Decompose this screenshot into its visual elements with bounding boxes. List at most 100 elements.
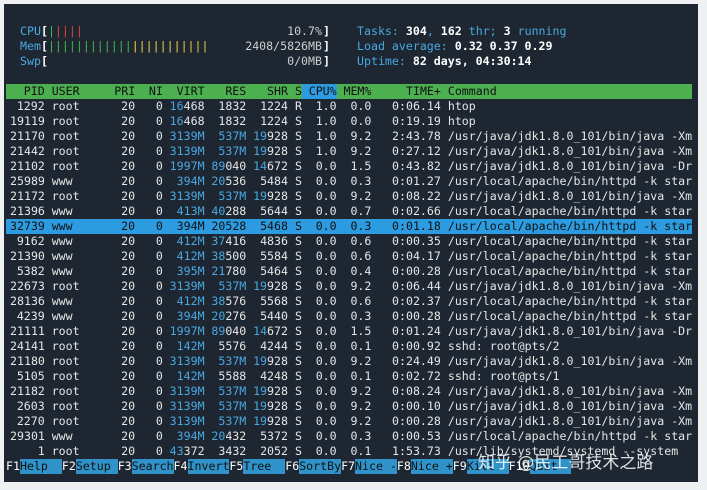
process-cell: 1224 <box>260 114 288 128</box>
process-cell: 537M <box>218 354 247 368</box>
process-cell: 22673 <box>10 279 45 293</box>
process-cell: 0.6 <box>350 234 372 248</box>
stat-part: 0.32 <box>454 39 483 53</box>
process-cell: 0 <box>155 159 163 173</box>
process-cell: 20 <box>121 159 136 173</box>
process-cell: 9.2 <box>350 354 372 368</box>
meter-label: CPU <box>20 24 41 38</box>
process-cell: S <box>294 294 302 308</box>
process-cell: 20 <box>121 414 136 428</box>
process-cell: S <box>294 339 302 353</box>
process-cell: 5576 <box>218 339 247 353</box>
stat-part <box>518 39 525 53</box>
process-cell: 0.3 <box>350 219 372 233</box>
process-cell: 20536 <box>211 174 247 188</box>
process-row: 1292 root 20 0 16468 1832 1224 R 1.0 0.0 0:06.14 ht… <box>6 99 692 114</box>
process-cell: 1.5 <box>350 324 372 338</box>
function-key: F10 <box>508 459 530 473</box>
process-cell: 0.0 <box>315 249 337 263</box>
process-cell: 1 <box>37 444 45 458</box>
process-cell: 0.3 <box>350 309 372 323</box>
meter: Swp[0/0MB] <box>20 54 330 69</box>
process-cell: 3139M <box>169 279 205 293</box>
function-key: F7 <box>341 459 356 473</box>
process-cell: 21111 <box>10 324 45 338</box>
process-cell: 413M <box>176 204 205 218</box>
process-cell: 1997M <box>169 324 205 338</box>
function-label: Quit <box>529 459 572 474</box>
process-cell: 19928 <box>253 399 288 413</box>
function-label: Search <box>131 459 174 474</box>
process-cell: 2270 <box>16 414 45 428</box>
process-cell: 1997M <box>169 159 205 173</box>
process-cell: 19928 <box>253 279 288 293</box>
process-cell: 19119 <box>10 114 45 128</box>
process-cell: 38500 <box>211 249 247 263</box>
process-cell: 0 <box>155 144 163 158</box>
process-cell: 20 <box>121 399 136 413</box>
process-row: 5105 root 20 0 142M 5588 4248 S 0.0 0.1 0:02.72 ssh… <box>6 369 692 384</box>
process-cell: root <box>51 279 80 293</box>
process-cell: S <box>294 219 302 233</box>
process-cell: S <box>294 204 302 218</box>
process-cell: 0.0 <box>315 414 337 428</box>
process-cell: 4244 <box>260 339 288 353</box>
process-cell: 20 <box>121 279 136 293</box>
process-cell: root <box>51 444 80 458</box>
stat-part: 82 days, 04:30:14 <box>412 54 532 68</box>
function-label: Tree <box>243 459 286 474</box>
process-cell: root <box>51 144 80 158</box>
process-cell: 4836 <box>260 234 288 248</box>
process-cell: 0:43.82 <box>392 159 441 173</box>
process-cell: 0 <box>155 399 163 413</box>
process-cell: 0.0 <box>315 279 337 293</box>
process-cell: 21180 <box>10 354 45 368</box>
process-cell: S <box>294 444 302 458</box>
process-cell: 0.0 <box>315 204 337 218</box>
process-cell: 0 <box>155 114 163 128</box>
footer: F1Help F2Setup F3SearchF4InvertF5Tree F6Sor… <box>6 459 572 474</box>
process-row: 21390 www 20 0 412M 38500 5584 S 0.0 0.6 0:04.17/u… <box>6 249 692 264</box>
process-cell: 21182 <box>10 384 45 398</box>
process-cell: 0 <box>155 429 163 443</box>
process-cell: 0:19.19 <box>392 114 441 128</box>
process-row: 21172 root 20 0 3139M 537M 19928 S 0.0 9.2 0:08.22… <box>6 189 692 204</box>
process-cell: S <box>294 384 302 398</box>
process-cell: 0.0 <box>315 339 337 353</box>
process-cell: S <box>294 159 302 173</box>
stat-line: Load average: 0.32 0.37 0.29 <box>357 39 552 54</box>
process-cell: /usr/local/apache/bin/httpd -k star <box>447 204 693 218</box>
column-title: S <box>294 84 302 98</box>
process-cell: 1.0 <box>315 144 337 158</box>
process-row: 21442 root 20 0 3139M 537M 19928 S 1.0 9.2 0:27.12… <box>6 144 692 159</box>
watermark: 知乎 @民工哥技术之路 <box>478 453 654 473</box>
process-cell: 394M <box>176 219 205 233</box>
process-cell: 0:06.14 <box>392 99 441 113</box>
process-cell: 0:02.37 <box>392 294 441 308</box>
process-cell: root <box>51 324 80 338</box>
process-cell: www <box>51 249 73 263</box>
stat-part: Uptime: <box>357 54 413 68</box>
process-cell: 20 <box>121 384 136 398</box>
process-cell: 0.0 <box>315 309 337 323</box>
process-cell: 0:00.92 <box>392 339 441 353</box>
meter-value: 10.7% <box>287 24 322 38</box>
process-cell: 1.5 <box>350 159 372 173</box>
stat-part: 0.29 <box>524 39 553 53</box>
process-cell: 537M <box>218 399 247 413</box>
process-cell: S <box>294 354 302 368</box>
process-cell: 20 <box>121 204 136 218</box>
meter-label: Mem <box>20 39 41 53</box>
process-cell: 0 <box>155 174 163 188</box>
process-cell: 20 <box>121 354 136 368</box>
process-cell: 3139M <box>169 144 205 158</box>
process-cell: 21396 <box>10 204 45 218</box>
stat-part: Tasks: <box>357 24 406 38</box>
process-cell: 20 <box>121 429 136 443</box>
process-cell: S <box>294 279 302 293</box>
function-key: F4 <box>173 459 188 473</box>
function-label: Invert <box>187 459 230 474</box>
process-cell: 537M <box>218 189 247 203</box>
process-cell: root <box>51 189 80 203</box>
process-cell: 20 <box>121 324 136 338</box>
